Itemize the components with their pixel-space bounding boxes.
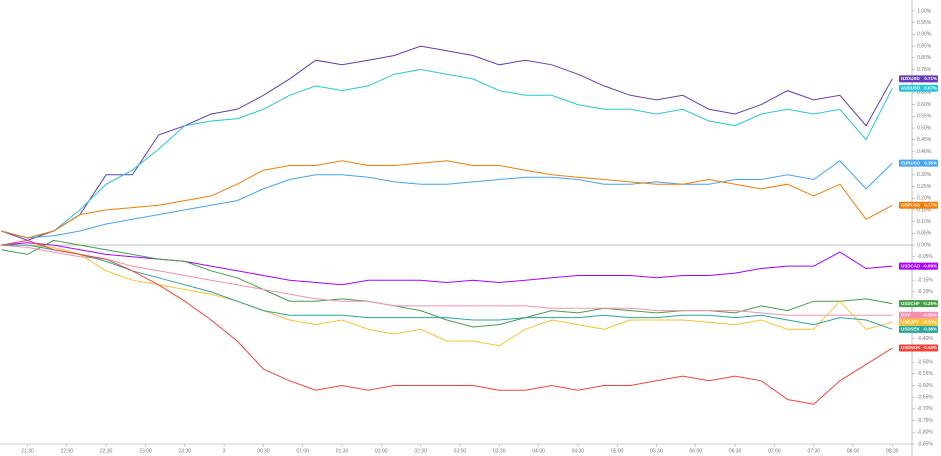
tag-name: DXY xyxy=(901,312,910,317)
x-tick-label: 3 xyxy=(223,448,226,454)
price-tag xyxy=(899,262,938,270)
x-tick-label: 23:00 xyxy=(139,448,152,454)
y-tick-label: -0.60% xyxy=(917,383,933,389)
price-tag xyxy=(899,75,938,83)
y-tick-label: 0.75% xyxy=(917,67,932,73)
y-tick-label: -0.85% xyxy=(917,441,933,447)
x-tick-label: 02:00 xyxy=(375,448,388,454)
y-tick-label: 0.95% xyxy=(917,20,932,26)
tag-value: 0.67% xyxy=(924,85,937,90)
tag-name: GBPUSD xyxy=(901,202,921,207)
y-tick-label: 0.55% xyxy=(917,114,932,120)
x-tick-label: 08:00 xyxy=(847,448,860,454)
tag-name: USDJPY xyxy=(901,319,919,324)
x-tick-label: 21:30 xyxy=(21,448,34,454)
x-tick-label: 02:30 xyxy=(414,448,427,454)
price-tag xyxy=(899,201,938,209)
series-line xyxy=(1,242,893,286)
tag-name: USDNOK xyxy=(901,345,921,350)
x-tick-label: 06:30 xyxy=(729,448,742,454)
price-tag xyxy=(899,318,938,326)
series-line xyxy=(1,160,893,239)
y-tick-label: -0.20% xyxy=(917,289,933,295)
tag-value: -0.30% xyxy=(923,312,937,317)
y-tick-label: 0.90% xyxy=(917,32,932,38)
tag-name: EURUSD xyxy=(901,160,921,165)
tag-value: 0.71% xyxy=(924,76,937,81)
x-tick-label: 01:00 xyxy=(296,448,309,454)
y-tick-label: 0.65% xyxy=(917,90,932,96)
tag-name: USDSEK xyxy=(901,327,921,332)
y-tick-label: -0.55% xyxy=(917,371,933,377)
series-line xyxy=(1,239,893,405)
y-tick-label: -0.80% xyxy=(917,430,933,436)
y-tick-label: 0.60% xyxy=(917,102,932,108)
tag-name: USDCHF xyxy=(901,301,920,306)
y-tick-label: 0.20% xyxy=(917,196,932,202)
x-tick-label: 07:00 xyxy=(768,448,781,454)
series-line xyxy=(1,68,893,239)
series-line xyxy=(1,244,893,316)
x-tick-label: 22:00 xyxy=(61,448,74,454)
x-tick-label: 03:00 xyxy=(454,448,467,454)
x-tick-label: 00:30 xyxy=(257,448,270,454)
x-tick-label: 04:30 xyxy=(572,448,585,454)
price-tag xyxy=(899,300,938,308)
tag-value: 0.35% xyxy=(924,160,937,165)
tag-value: -0.33% xyxy=(923,319,937,324)
series-line xyxy=(1,244,893,347)
tag-value: -0.36% xyxy=(923,327,937,332)
price-tag xyxy=(899,344,938,352)
y-tick-label: -0.50% xyxy=(917,359,933,365)
y-tick-label: -0.65% xyxy=(917,395,933,401)
y-tick-label: 0.50% xyxy=(917,125,932,131)
y-tick-label: -0.05% xyxy=(917,254,933,260)
x-tick-label: 03:30 xyxy=(493,448,506,454)
tag-name: AUDUSD xyxy=(901,85,921,90)
y-tick-label: 0.40% xyxy=(917,149,932,155)
x-tick-label: 08:30 xyxy=(886,448,899,454)
x-tick-label: 07:30 xyxy=(807,448,820,454)
y-tick-label: 0.85% xyxy=(917,43,932,49)
tag-value: -0.44% xyxy=(923,345,937,350)
x-tick-label: 01:30 xyxy=(336,448,349,454)
price-tag xyxy=(899,84,938,92)
y-tick-label: 0.30% xyxy=(917,172,932,178)
tag-value: 0.17% xyxy=(924,202,937,207)
tag-value: -0.09% xyxy=(923,263,937,268)
x-tick-label: 05:30 xyxy=(650,448,663,454)
y-tick-label: 0.10% xyxy=(917,219,932,225)
x-tick-label: 06:00 xyxy=(690,448,703,454)
tag-name: USDCAD xyxy=(901,263,921,268)
y-tick-label: 1.00% xyxy=(917,8,932,14)
price-tag xyxy=(899,325,938,333)
y-tick-label: 0.05% xyxy=(917,231,932,237)
series-line xyxy=(1,160,893,239)
y-tick-label: 0.25% xyxy=(917,184,932,190)
series-line xyxy=(1,239,893,328)
y-tick-label: 0.80% xyxy=(917,55,932,61)
price-tag xyxy=(899,311,938,319)
y-tick-label: -0.70% xyxy=(917,406,933,412)
tag-value: -0.25% xyxy=(923,301,937,306)
y-tick-label: 0.45% xyxy=(917,137,932,143)
series-line xyxy=(1,45,893,241)
y-tick-label: -0.40% xyxy=(917,336,933,342)
x-tick-label: 05:00 xyxy=(611,448,624,454)
price-tag xyxy=(899,159,938,167)
x-tick-label: 04:00 xyxy=(532,448,545,454)
tag-name: NZDUSD xyxy=(901,76,920,81)
y-tick-label: 0.00% xyxy=(917,242,932,248)
y-tick-label: -0.75% xyxy=(917,418,933,424)
x-tick-label: 23:30 xyxy=(179,448,192,454)
series-line xyxy=(1,244,893,330)
x-tick-label: 22:30 xyxy=(100,448,113,454)
y-tick-label: 0.15% xyxy=(917,207,932,213)
y-tick-label: -0.15% xyxy=(917,277,933,283)
